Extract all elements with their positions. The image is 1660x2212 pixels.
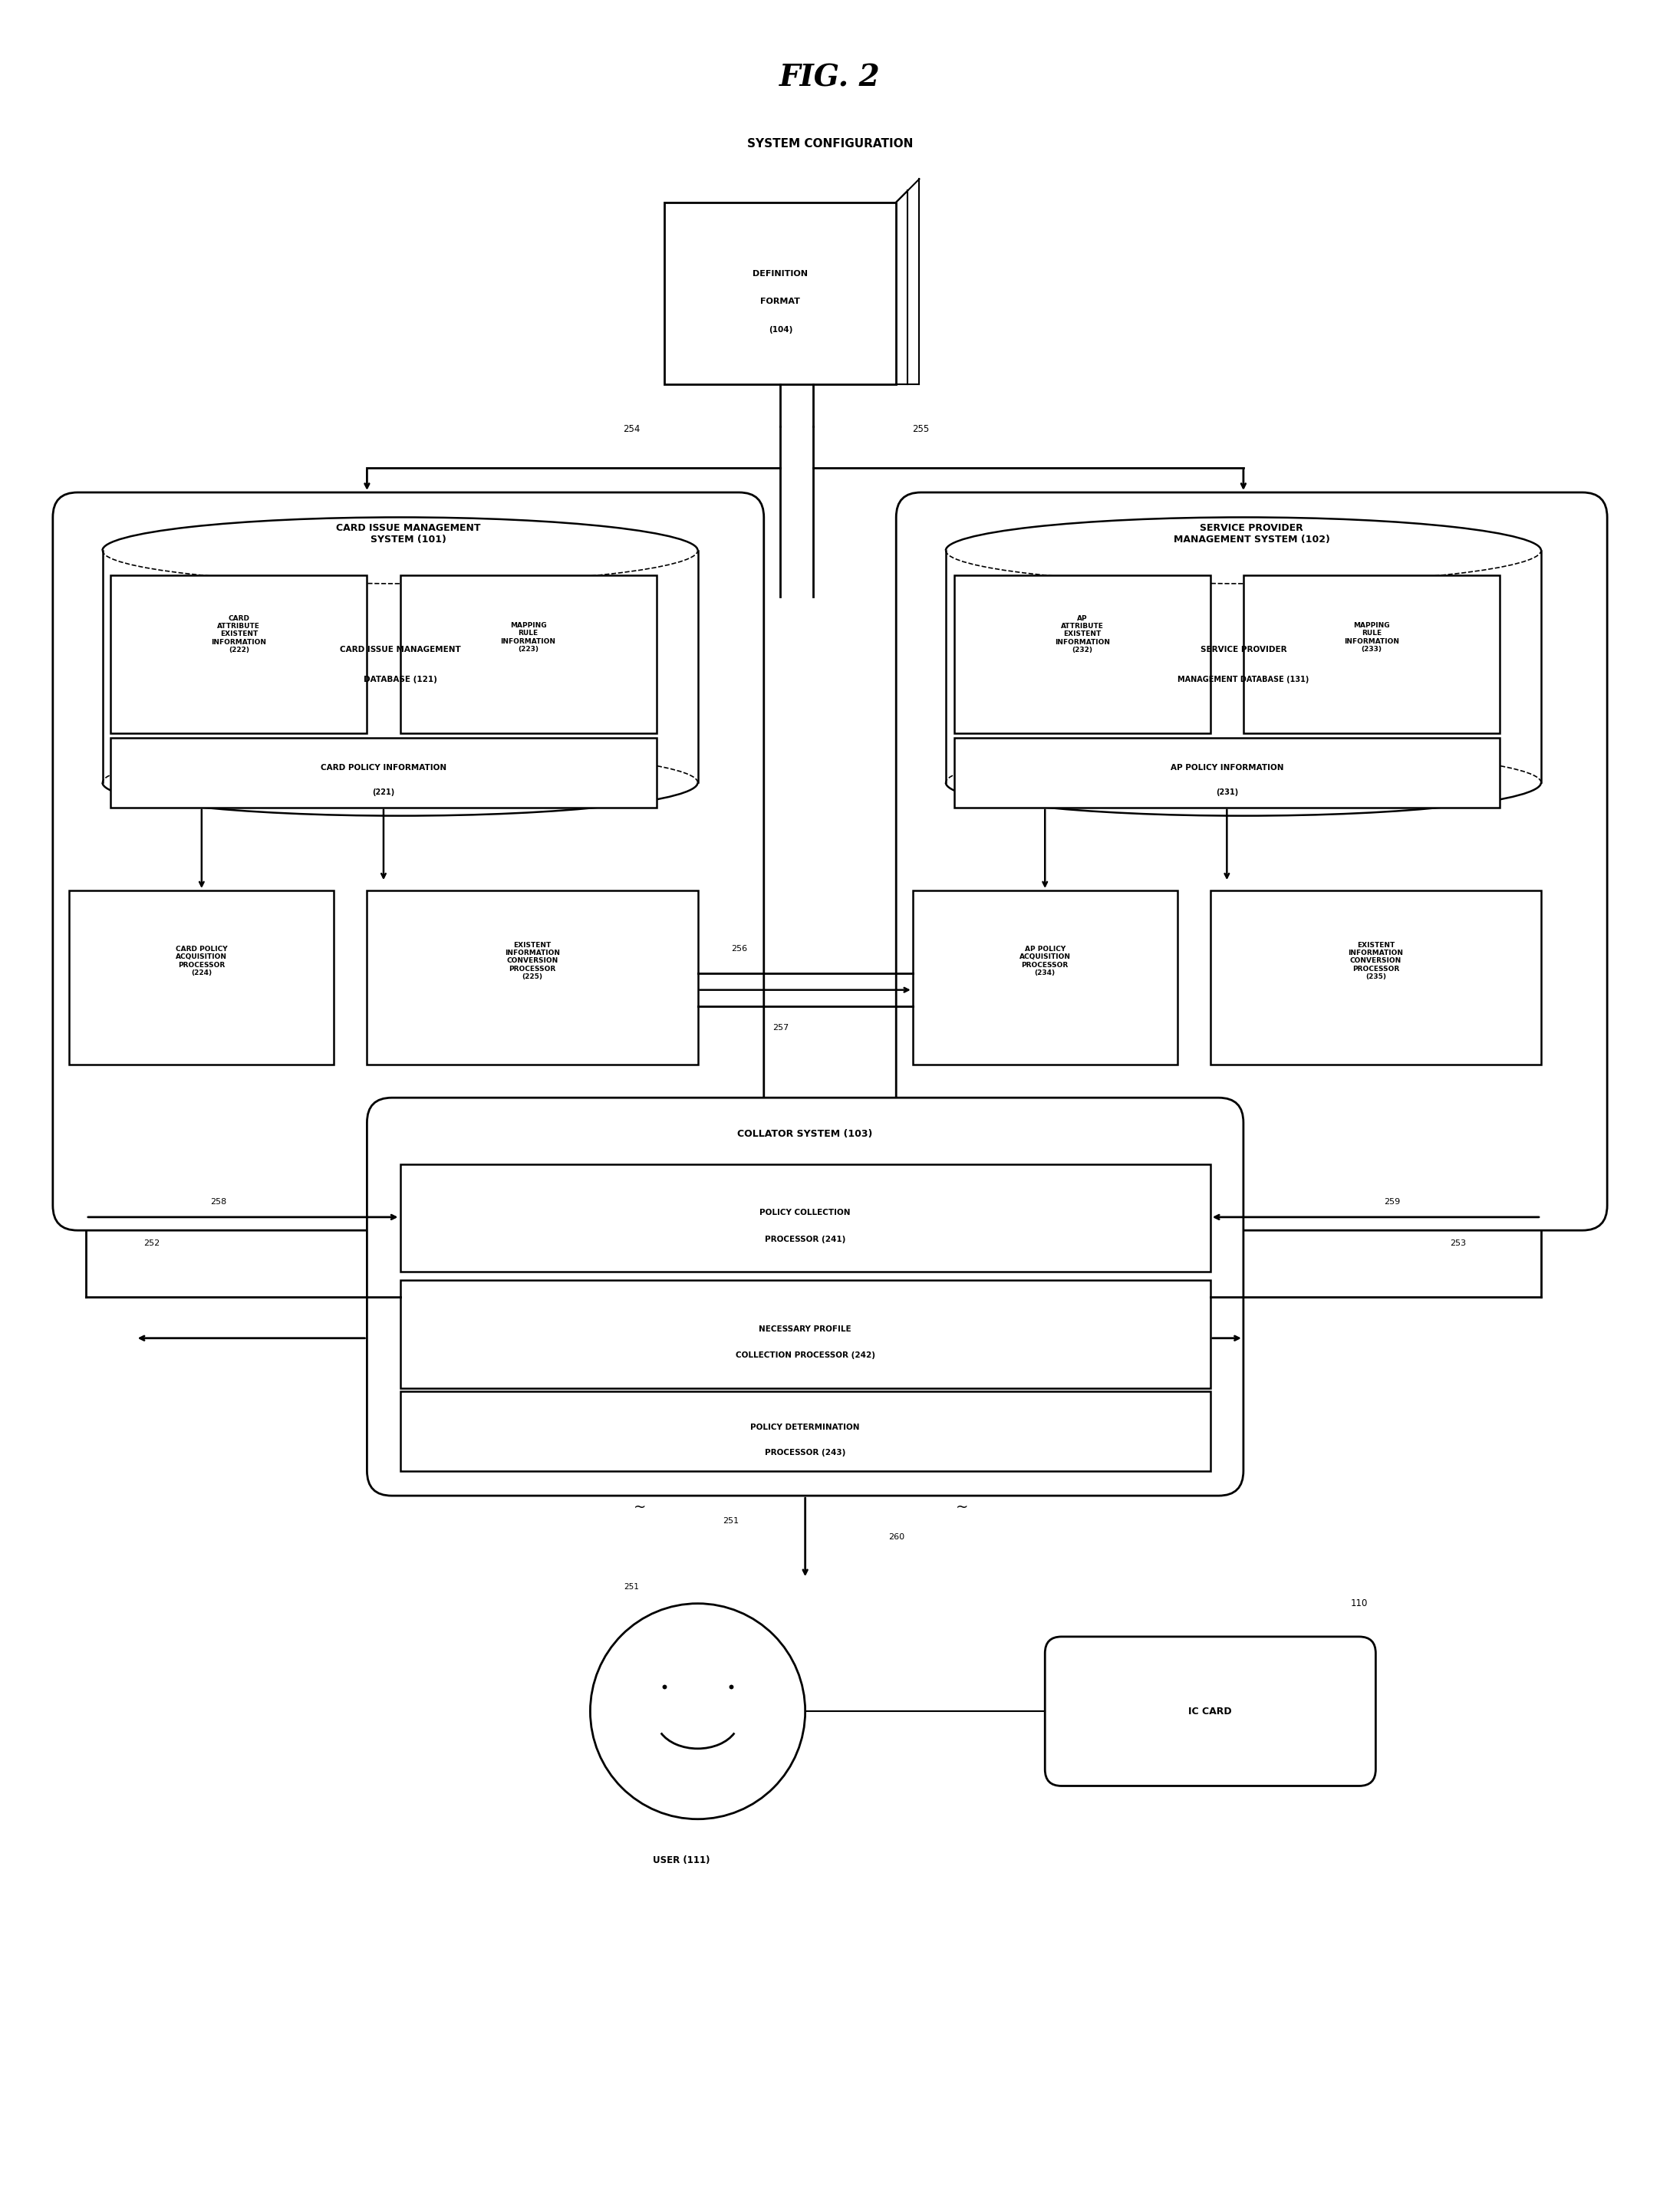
Text: IC CARD: IC CARD bbox=[1189, 1705, 1232, 1717]
Text: CARD ISSUE MANAGEMENT: CARD ISSUE MANAGEMENT bbox=[340, 646, 460, 655]
Text: AP
ATTRIBUTE
EXISTENT
INFORMATION
(232): AP ATTRIBUTE EXISTENT INFORMATION (232) bbox=[1054, 615, 1111, 653]
Text: MAPPING
RULE
INFORMATION
(223): MAPPING RULE INFORMATION (223) bbox=[501, 622, 556, 653]
Text: SERVICE PROVIDER
MANAGEMENT SYSTEM (102): SERVICE PROVIDER MANAGEMENT SYSTEM (102) bbox=[1174, 522, 1330, 544]
Text: 252: 252 bbox=[144, 1239, 159, 1248]
Text: POLICY COLLECTION: POLICY COLLECTION bbox=[760, 1210, 850, 1217]
Text: 255: 255 bbox=[913, 425, 930, 434]
Text: 259: 259 bbox=[1384, 1199, 1401, 1206]
Text: 258: 258 bbox=[211, 1199, 226, 1206]
Text: CARD
ATTRIBUTE
EXISTENT
INFORMATION
(222): CARD ATTRIBUTE EXISTENT INFORMATION (222… bbox=[211, 615, 267, 653]
Bar bbox=[111, 739, 656, 807]
Bar bbox=[664, 201, 896, 385]
Text: (104): (104) bbox=[769, 325, 792, 334]
Bar bbox=[913, 891, 1177, 1064]
FancyBboxPatch shape bbox=[53, 493, 764, 1230]
Bar bbox=[954, 575, 1210, 732]
Text: EXISTENT
INFORMATION
CONVERSION
PROCESSOR
(225): EXISTENT INFORMATION CONVERSION PROCESSO… bbox=[505, 942, 559, 980]
Text: CARD POLICY
ACQUISITION
PROCESSOR
(224): CARD POLICY ACQUISITION PROCESSOR (224) bbox=[176, 945, 227, 975]
Text: DATABASE (121): DATABASE (121) bbox=[364, 677, 437, 684]
Text: FORMAT: FORMAT bbox=[760, 299, 800, 305]
Text: MANAGEMENT DATABASE (131): MANAGEMENT DATABASE (131) bbox=[1177, 677, 1310, 684]
Text: 110: 110 bbox=[1351, 1599, 1368, 1608]
Bar bbox=[400, 1281, 1210, 1387]
Text: ~: ~ bbox=[956, 1500, 968, 1515]
Text: CARD ISSUE MANAGEMENT
SYSTEM (101): CARD ISSUE MANAGEMENT SYSTEM (101) bbox=[335, 522, 481, 544]
Bar bbox=[1210, 891, 1540, 1064]
Bar bbox=[367, 891, 697, 1064]
Bar bbox=[954, 739, 1499, 807]
FancyBboxPatch shape bbox=[1044, 1637, 1376, 1785]
Text: 260: 260 bbox=[888, 1533, 905, 1542]
Bar bbox=[400, 1164, 1210, 1272]
Text: SYSTEM CONFIGURATION: SYSTEM CONFIGURATION bbox=[747, 139, 913, 150]
Text: CARD POLICY INFORMATION: CARD POLICY INFORMATION bbox=[320, 763, 447, 772]
Text: USER (111): USER (111) bbox=[652, 1856, 710, 1865]
Bar bbox=[400, 1391, 1210, 1471]
Text: COLLECTION PROCESSOR (242): COLLECTION PROCESSOR (242) bbox=[735, 1352, 875, 1360]
Text: 256: 256 bbox=[730, 945, 747, 953]
Text: SERVICE PROVIDER: SERVICE PROVIDER bbox=[1200, 646, 1286, 655]
Text: COLLATOR SYSTEM (103): COLLATOR SYSTEM (103) bbox=[737, 1128, 873, 1139]
Text: 251: 251 bbox=[722, 1517, 739, 1524]
Text: AP POLICY INFORMATION: AP POLICY INFORMATION bbox=[1170, 763, 1283, 772]
Bar bbox=[70, 891, 334, 1064]
Bar bbox=[111, 575, 367, 732]
Text: 257: 257 bbox=[772, 1024, 789, 1031]
Text: 254: 254 bbox=[622, 425, 641, 434]
Text: (231): (231) bbox=[1215, 790, 1238, 796]
Bar bbox=[1243, 575, 1499, 732]
Text: 251: 251 bbox=[624, 1584, 639, 1590]
Bar bbox=[400, 575, 656, 732]
Text: FIG. 2: FIG. 2 bbox=[780, 64, 880, 93]
Text: MAPPING
RULE
INFORMATION
(233): MAPPING RULE INFORMATION (233) bbox=[1345, 622, 1399, 653]
Text: (221): (221) bbox=[372, 790, 395, 796]
Text: POLICY DETERMINATION: POLICY DETERMINATION bbox=[750, 1425, 860, 1431]
FancyBboxPatch shape bbox=[367, 1097, 1243, 1495]
FancyBboxPatch shape bbox=[896, 493, 1607, 1230]
Text: ~: ~ bbox=[634, 1500, 646, 1515]
Text: EXISTENT
INFORMATION
CONVERSION
PROCESSOR
(235): EXISTENT INFORMATION CONVERSION PROCESSO… bbox=[1348, 942, 1403, 980]
Text: NECESSARY PROFILE: NECESSARY PROFILE bbox=[759, 1325, 852, 1334]
Text: PROCESSOR (243): PROCESSOR (243) bbox=[765, 1449, 845, 1455]
Text: 253: 253 bbox=[1451, 1239, 1466, 1248]
Text: AP POLICY
ACQUISITION
PROCESSOR
(234): AP POLICY ACQUISITION PROCESSOR (234) bbox=[1019, 945, 1071, 975]
Text: DEFINITION: DEFINITION bbox=[752, 270, 808, 276]
Text: PROCESSOR (241): PROCESSOR (241) bbox=[765, 1237, 845, 1243]
